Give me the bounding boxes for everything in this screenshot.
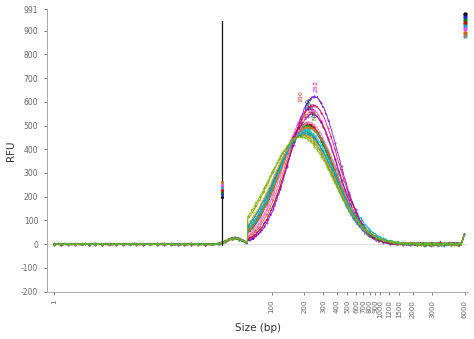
Text: 190: 190 [298,90,303,102]
Text: 230: 230 [308,97,313,109]
Point [461,11,468,17]
Point [218,192,226,197]
Text: N: N [311,113,317,117]
Point [219,180,226,185]
X-axis label: Size (bp): Size (bp) [235,323,281,334]
Y-axis label: RFU: RFU [6,140,16,161]
Point [461,24,468,29]
Text: N: N [312,115,317,120]
Point [219,189,226,195]
Point [461,27,468,32]
Point [461,33,468,38]
Point [218,187,226,192]
Point [219,194,226,199]
Point [461,21,468,26]
Text: 240: 240 [310,102,315,114]
Point [218,184,226,190]
Point [219,182,226,187]
Point [461,18,468,23]
Point [461,15,468,20]
Point [461,30,468,35]
Text: 252: 252 [313,80,318,92]
Text: 220: 220 [305,98,310,110]
